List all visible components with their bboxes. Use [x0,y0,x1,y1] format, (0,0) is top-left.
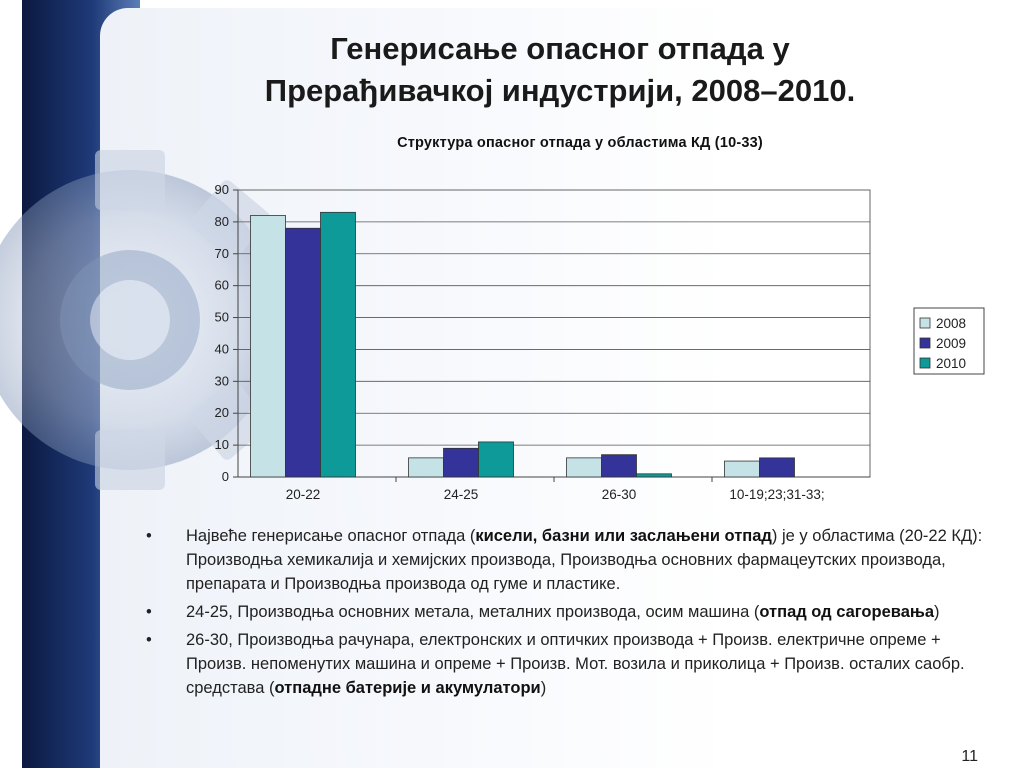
y-tick-label: 40 [215,341,229,356]
bar-2008-10-19;23;31-33; [724,460,760,478]
bullet-text: ) је у областима (20-22 КД): Производња … [186,527,983,593]
bullet-bold-text: отпад од сагоревања [759,603,935,621]
bullet-text: ) [934,603,940,621]
slide-title-line-1: Генерисање опасног отпада у [330,31,790,66]
bar-2009-26-30 [601,454,637,478]
y-tick-label: 50 [215,310,229,325]
bullet-item: Највеће генерисање опасног отпада (кисел… [140,524,990,596]
bar-2009-20-22 [285,227,321,478]
x-tick-label: 10-19;23;31-33; [729,487,824,502]
legend-label: 2009 [936,336,966,351]
y-tick-label: 20 [215,405,229,420]
bar-2008-20-22 [250,215,286,478]
bullet-bold-text: отпадне батерије и акумулатори [274,679,541,697]
bullet-text: 26-30, Производња рачунара, електронских… [186,631,965,697]
y-tick-label: 30 [215,373,229,388]
bar-2008-26-30 [566,457,602,478]
y-tick-label: 0 [222,469,229,484]
slide-title-line-2: Прерађивачкој индустрији, 2008–2010. [264,73,856,108]
y-tick-label: 60 [215,278,229,293]
bar-2010-24-25 [478,441,514,478]
y-tick-label: 90 [215,182,229,197]
page-number: 11 [961,748,978,765]
bar-2010-20-22 [320,211,356,478]
x-tick-label: 26-30 [602,487,637,502]
y-tick-label: 10 [215,437,229,452]
x-tick-label: 20-22 [286,487,321,502]
legend-swatch-2010 [919,357,931,369]
legend-swatch-2009 [919,337,931,349]
gear-decoration-icon [0,150,305,490]
bar-2009-10-19;23;31-33; [759,457,795,478]
y-tick-label: 80 [215,214,229,229]
bullet-item: 24-25, Производња основних метала, метал… [140,600,990,624]
bar-2010-26-30 [636,473,672,478]
y-tick-label: 70 [215,246,229,261]
chart-title: Структура опасног отпада у областима КД … [397,135,763,151]
bullet-list: Највеће генерисање опасног отпада (кисел… [140,524,990,704]
bar-2009-24-25 [443,447,479,478]
x-tick-label: 24-25 [444,487,479,502]
slide-title: Генерисање опасног отпада у Прерађивачко… [150,28,970,112]
legend-swatch-2008 [919,317,931,329]
legend-label: 2008 [936,316,966,331]
bullet-text: Највеће генерисање опасног отпада ( [186,527,476,545]
bullet-bold-text: кисели, базни или заслањени отпад [475,527,772,545]
bullet-item: 26-30, Производња рачунара, електронских… [140,628,990,700]
bar-chart: 0 10 20 30 40 50 60 70 80 90 20-22 24-25 26-30 10-19;… [215,182,985,502]
bullet-text: ) [540,679,547,697]
bar-2008-24-25 [408,457,444,478]
legend-label: 2010 [936,356,966,371]
bullet-text: 24-25, Производња основних метала, метал… [186,603,760,621]
